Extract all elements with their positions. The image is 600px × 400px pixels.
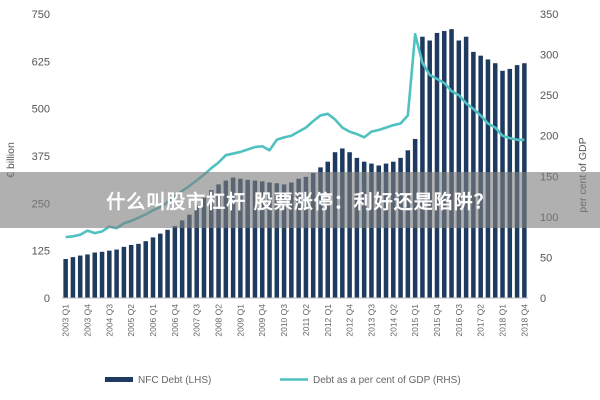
caption-text: 什么叫股市杠杆 股票涨停：利好还是陷阱？ [106, 190, 494, 213]
x-tick-label: 2006 Q1 [148, 304, 158, 337]
bar [463, 36, 469, 298]
x-tick-label: 2016 Q3 [454, 304, 464, 337]
bar [114, 249, 119, 298]
right-axis-ticks: 050100150200250300350 [540, 9, 558, 305]
left-tick-label: 0 [44, 293, 50, 305]
bar [99, 251, 105, 298]
bar [252, 180, 258, 298]
bar [267, 182, 272, 298]
bar [201, 197, 207, 298]
bar [456, 40, 462, 299]
x-tick-label: 2009 Q4 [257, 304, 267, 337]
right-tick-label: 250 [540, 90, 558, 102]
bar [303, 176, 309, 298]
x-tick-label: 2003 Q1 [61, 304, 71, 337]
bar [70, 257, 76, 298]
bar [259, 181, 265, 298]
bar [325, 161, 331, 298]
x-tick-label: 2014 Q2 [388, 304, 398, 337]
bar [442, 31, 447, 298]
x-tick-label: 2018 Q1 [498, 304, 508, 337]
bar [107, 250, 112, 298]
x-tick-label: 2003 Q4 [82, 304, 92, 337]
x-tick-label: 2012 Q1 [323, 304, 333, 337]
left-tick-label: 750 [32, 9, 50, 21]
bar [274, 183, 280, 298]
legend-label-bar: NFC Debt (LHS) [138, 375, 211, 386]
x-tick-label: 2007 Q3 [192, 304, 202, 337]
bar [420, 36, 425, 298]
bar [238, 178, 243, 298]
right-tick-label: 50 [540, 252, 552, 264]
bar [85, 254, 90, 298]
bar [179, 220, 185, 298]
bar [318, 167, 323, 298]
bar [296, 178, 301, 298]
left-axis-ticks: 0125250375500625750 [32, 9, 50, 305]
bar [172, 226, 178, 298]
x-tick-label: 2008 Q2 [214, 304, 224, 337]
bar [63, 258, 68, 298]
bar [449, 29, 454, 298]
x-tick-label: 2017 Q2 [476, 304, 486, 337]
bar [158, 233, 163, 298]
x-tick-label: 2010 Q3 [279, 304, 289, 337]
legend-label-line: Debt as a per cent of GDP (RHS) [313, 375, 461, 386]
bar [92, 252, 98, 298]
right-tick-label: 350 [540, 9, 558, 21]
left-axis-title: € billion [5, 142, 17, 178]
x-tick-label: 2012 Q4 [345, 304, 355, 337]
left-tick-label: 375 [32, 151, 50, 163]
bar [369, 163, 374, 298]
bar [165, 229, 170, 298]
left-tick-label: 500 [32, 104, 50, 116]
x-tick-label: 2015 Q4 [432, 304, 442, 337]
caption-overlay: 什么叫股市杠杆 股票涨停：利好还是陷阱？ [0, 172, 600, 228]
x-axis-ticks: 2003 Q1 2003 Q4 2004 Q3 2005 Q2 2006 Q1 2006 … [61, 304, 530, 337]
left-tick-label: 625 [32, 56, 50, 68]
bar [427, 40, 432, 299]
bar [245, 179, 250, 298]
bar [128, 244, 134, 298]
x-tick-label: 2004 Q3 [104, 304, 114, 337]
x-tick-label: 2006 Q4 [170, 304, 180, 337]
bar [194, 205, 199, 298]
bar [383, 163, 389, 298]
bar [434, 32, 440, 298]
bar [187, 214, 192, 298]
bar [230, 177, 236, 298]
x-tick-label: 2013 Q3 [366, 304, 376, 337]
bar [361, 161, 367, 298]
bar [150, 237, 156, 298]
x-tick-label: 2015 Q1 [410, 304, 420, 337]
bar [376, 165, 381, 298]
legend-swatch-bar [105, 377, 133, 382]
bar [310, 173, 316, 298]
bar [209, 190, 214, 298]
bar [77, 255, 83, 298]
right-tick-label: 0 [540, 293, 546, 305]
bar [281, 184, 287, 298]
bar [136, 243, 141, 298]
bar-series [63, 29, 527, 299]
right-tick-label: 300 [540, 50, 558, 62]
bar [289, 182, 294, 298]
bar [216, 184, 221, 298]
x-tick-label: 2009 Q1 [235, 304, 245, 337]
bar [121, 246, 127, 298]
bar [391, 161, 396, 298]
left-tick-label: 125 [32, 246, 50, 258]
bar [223, 180, 229, 298]
right-tick-label: 200 [540, 131, 558, 143]
legend: NFC Debt (LHS) Debt as a per cent of GDP… [105, 375, 461, 386]
x-tick-label: 2018 Q4 [519, 304, 529, 337]
bar [143, 241, 148, 298]
x-tick-label: 2011 Q2 [301, 304, 311, 336]
x-tick-label: 2005 Q2 [126, 304, 136, 337]
